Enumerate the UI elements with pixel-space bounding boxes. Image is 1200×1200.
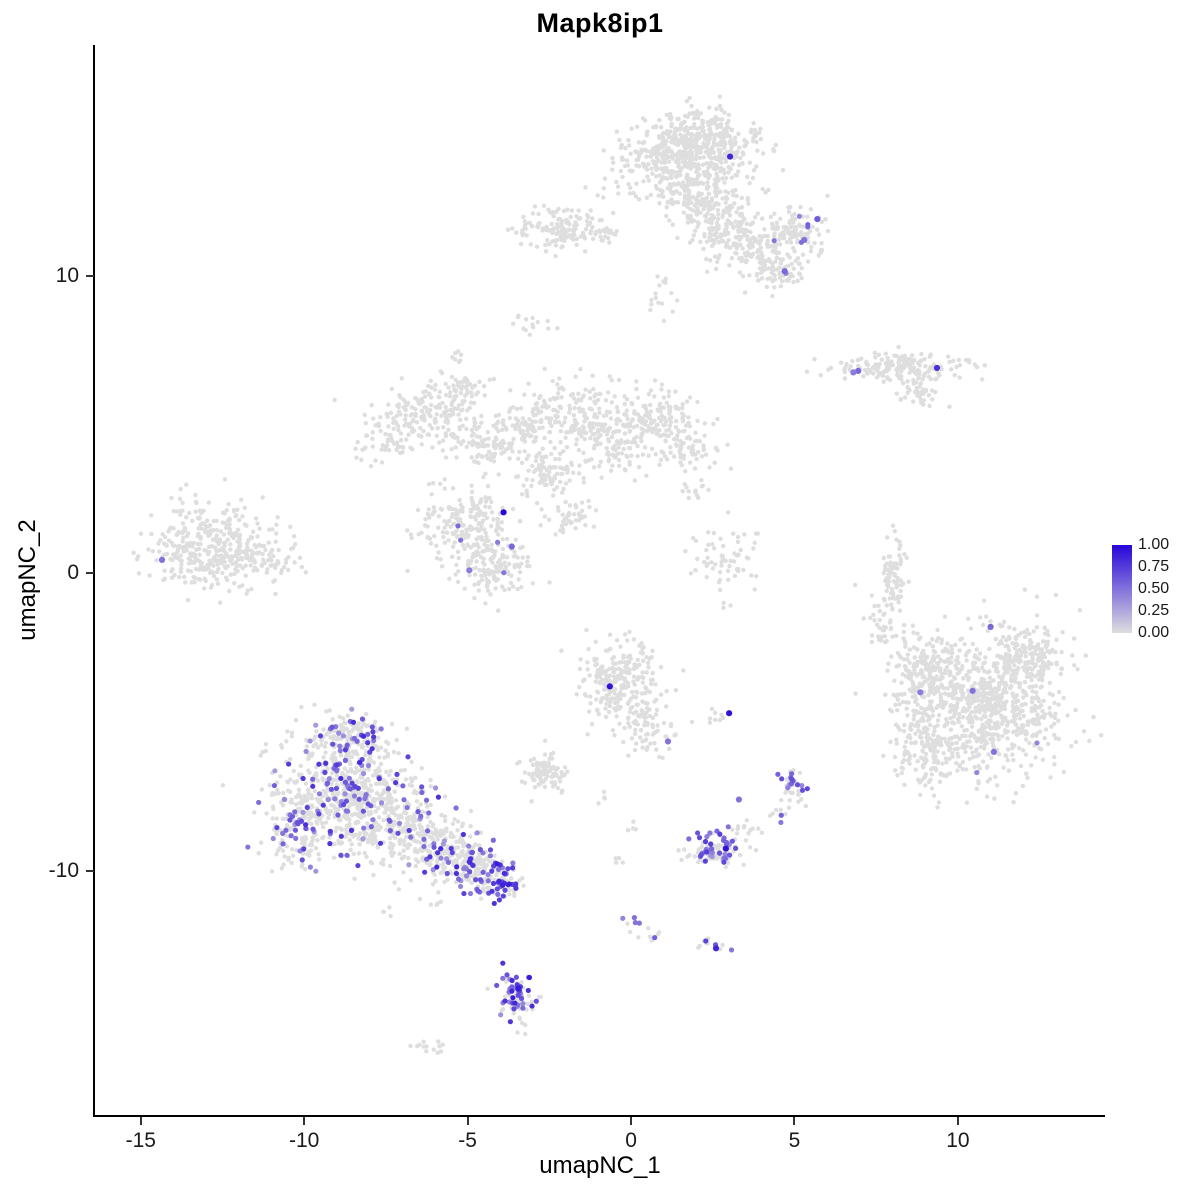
x-tick-mark [466, 1117, 469, 1125]
x-tick-mark [630, 1117, 633, 1125]
y-tick-mark [86, 572, 94, 575]
x-tick-mark [956, 1117, 959, 1125]
y-axis-title: umapNC_2 [14, 519, 41, 641]
y-tick-label: 10 [55, 263, 79, 287]
x-tick-label: -5 [458, 1129, 477, 1152]
legend-tick-label: 0.00 [1138, 624, 1170, 641]
y-tick-mark [86, 274, 94, 277]
legend-gradient-bar [1112, 545, 1132, 633]
expression-legend: 1.00 0.75 0.50 0.25 0.00 [1110, 536, 1200, 650]
legend-tick-label: 0.50 [1138, 580, 1170, 597]
chart-title: Mapk8ip1 [536, 8, 664, 38]
y-tick-mark [86, 869, 94, 872]
x-tick-label: -10 [289, 1129, 320, 1152]
y-tick-label: 0 [67, 561, 79, 585]
legend-tick-label: 1.00 [1138, 536, 1170, 553]
x-tick-mark [139, 1117, 142, 1125]
x-tick-label: -15 [125, 1129, 156, 1152]
umap-scatter-canvas [95, 45, 1105, 1115]
x-tick-mark [303, 1117, 306, 1125]
x-tick-mark [793, 1117, 796, 1125]
y-axis-line [93, 45, 95, 1117]
x-tick-label: 5 [788, 1129, 801, 1152]
x-axis-title: umapNC_1 [539, 1152, 661, 1179]
x-tick-label: 10 [946, 1129, 970, 1152]
x-axis-line [93, 1115, 1105, 1117]
y-tick-label: -10 [48, 858, 79, 882]
legend-tick-label: 0.75 [1138, 558, 1170, 575]
legend-tick-label: 0.25 [1138, 602, 1170, 619]
x-tick-label: 0 [625, 1129, 637, 1152]
